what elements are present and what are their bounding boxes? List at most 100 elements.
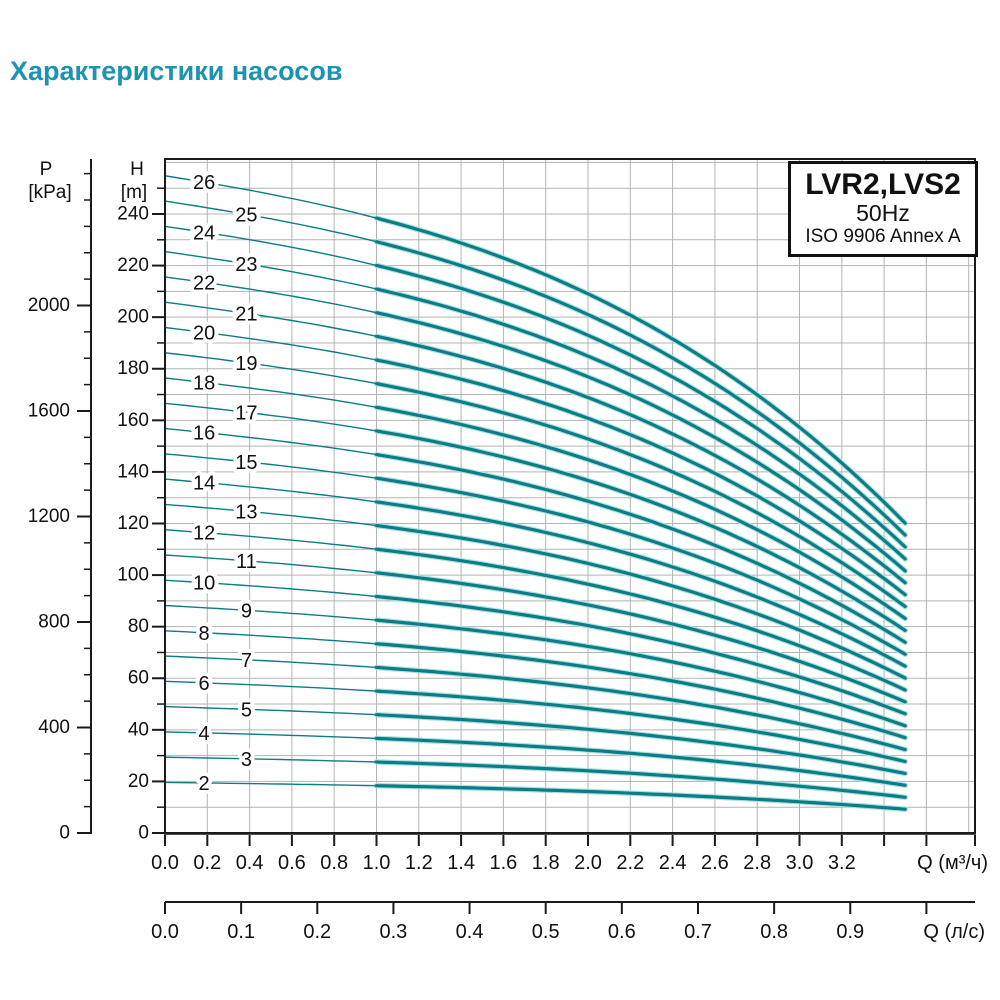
pump-curve-11-stages — [164, 554, 908, 705]
legend-standard: ISO 9906 Annex A — [805, 226, 961, 248]
curve-thin-segment — [164, 579, 377, 598]
head-axis-tick-label: 200 — [117, 307, 149, 328]
pump-curve-4-stages — [164, 731, 908, 789]
curve-thin-segment — [164, 731, 377, 740]
curve-label-7: 7 — [241, 650, 252, 672]
pump-curve-6-stages — [164, 680, 908, 765]
legend-frequency: 50Hz — [856, 199, 910, 226]
flow-axis-tick-label: 1.2 — [405, 852, 433, 874]
curve-label-8: 8 — [199, 623, 210, 645]
curve-thin-segment — [164, 453, 377, 479]
pressure-axis-tick-label: 1200 — [28, 506, 70, 527]
curve-thin-segment — [164, 655, 377, 669]
pump-curve-14-stages — [164, 478, 908, 669]
curve-label-18: 18 — [193, 373, 215, 395]
curve-thin-segment — [164, 352, 377, 385]
flow-axis-tick-label: 2.0 — [574, 852, 602, 874]
flow-axis-tick-label: 0.8 — [320, 852, 348, 874]
head-axis-tick-label: 80 — [128, 616, 149, 637]
curve-label-23: 23 — [235, 254, 257, 276]
curve-label-3: 3 — [241, 749, 252, 771]
curve-label-9: 9 — [241, 600, 252, 622]
pump-curve-12-stages — [164, 529, 908, 693]
flow-axis-tick-label: 1.0 — [363, 852, 391, 874]
flow-axis-tick-label: 1.8 — [532, 852, 560, 874]
curve-thick-segment — [374, 784, 907, 811]
curve-thin-segment — [164, 427, 377, 456]
flow-axis-tick-label: 1.6 — [489, 852, 517, 874]
head-axis-tick-label: 160 — [117, 410, 149, 431]
pump-curve-16-stages — [164, 427, 908, 646]
curve-label-22: 22 — [193, 272, 215, 294]
flow-axis-ls-tick-label: 0.1 — [227, 921, 255, 943]
pump-curve-23-stages — [164, 250, 908, 562]
head-axis-tick-label: 20 — [128, 771, 149, 792]
curve-label-25: 25 — [235, 204, 257, 226]
pressure-axis-tick-label: 1600 — [28, 401, 70, 422]
head-axis-tick-label: 100 — [117, 565, 149, 586]
curve-thin-segment — [164, 630, 377, 645]
flow-axis-tick-label: 1.4 — [447, 852, 475, 874]
head-axis-tick-label: 0 — [138, 823, 149, 844]
curve-thick-segment — [374, 311, 907, 573]
flow-axis-ls-tick-label: 0.9 — [836, 921, 864, 943]
curve-label-26: 26 — [193, 172, 215, 194]
flow-axis-tick-label: 0.6 — [278, 852, 306, 874]
curve-label-10: 10 — [193, 573, 215, 595]
axis-headers: H[m] P[kPa] — [28, 159, 147, 203]
curve-thick-segment — [374, 358, 907, 597]
curve-thick-segment — [374, 618, 907, 728]
head-axis-symbol: H — [130, 159, 144, 180]
head-axis-labels: 0 20 40 60 80 100 120 140 160 180 200 220 240 — [117, 203, 149, 843]
pump-curves — [164, 175, 908, 812]
pressure-axis-tick-label: 800 — [38, 612, 70, 633]
curve-label-20: 20 — [193, 322, 215, 344]
curve-thin-segment — [164, 250, 377, 290]
flow-axis-tick-label: 0.4 — [236, 852, 264, 874]
curve-label-21: 21 — [235, 303, 257, 325]
flow-axis-ls-tick-label: 0.4 — [456, 921, 484, 943]
curve-labels: 2345678910111213141516171819202122232425… — [189, 168, 262, 799]
curve-thick-segment — [374, 240, 907, 537]
curve-thin-segment — [164, 175, 377, 219]
flow-axis-ls — [164, 901, 975, 914]
pressure-axis-symbol: P — [40, 159, 53, 180]
flow-axis-m3h — [164, 835, 976, 846]
flow-axis-tick-label: 3.2 — [828, 852, 856, 874]
plot-border — [164, 158, 976, 834]
curve-thick-segment — [374, 216, 907, 525]
curve-thin-segment — [164, 276, 377, 314]
curve-thin-segment — [164, 402, 377, 432]
curve-label-13: 13 — [235, 501, 257, 523]
curve-label-5: 5 — [241, 699, 252, 721]
pump-curve-17-stages — [164, 402, 908, 634]
curve-thin-segment — [164, 705, 377, 716]
pressure-axis-tick-label: 2000 — [28, 295, 70, 316]
pressure-axis-unit: [kPa] — [28, 182, 71, 203]
flow-axis-ls-tick-label: 0.6 — [608, 921, 636, 943]
curve-label-19: 19 — [235, 353, 257, 375]
curve-thin-segment — [164, 301, 377, 337]
pump-curve-13-stages — [164, 503, 908, 681]
curve-thick-segment — [374, 334, 907, 585]
chart-legend-box: LVR2,LVS2 50Hz ISO 9906 Annex A — [788, 161, 978, 257]
flow-axis-tick-label: 3.0 — [786, 852, 814, 874]
curve-thick-segment — [374, 382, 907, 609]
legend-model-name: LVR2,LVS2 — [805, 167, 961, 201]
curve-thin-segment — [164, 200, 377, 243]
flow-axis-tick-label: 2.2 — [616, 852, 644, 874]
pressure-axis-labels: 0 400 800 1200 1600 2000 — [28, 295, 70, 844]
curve-thin-segment — [164, 604, 377, 621]
curve-label-16: 16 — [193, 423, 215, 445]
curve-thick-segment — [374, 500, 907, 668]
flow-axis-m3h-labels: 0.0 0.2 0.4 0.6 0.8 1.0 1.2 1.4 1.6 1.8 2.0 2.2 2.4 2… — [151, 852, 988, 874]
flow-axis-ls-tick-label: 0.7 — [684, 921, 712, 943]
pump-curve-8-stages — [164, 630, 908, 741]
pump-curve-9-stages — [164, 604, 908, 729]
flow-axis-ls-tick-label: 0.2 — [303, 921, 331, 943]
curve-thick-segment — [374, 571, 907, 704]
curve-label-11: 11 — [236, 551, 257, 573]
curve-thin-segment — [164, 326, 377, 361]
